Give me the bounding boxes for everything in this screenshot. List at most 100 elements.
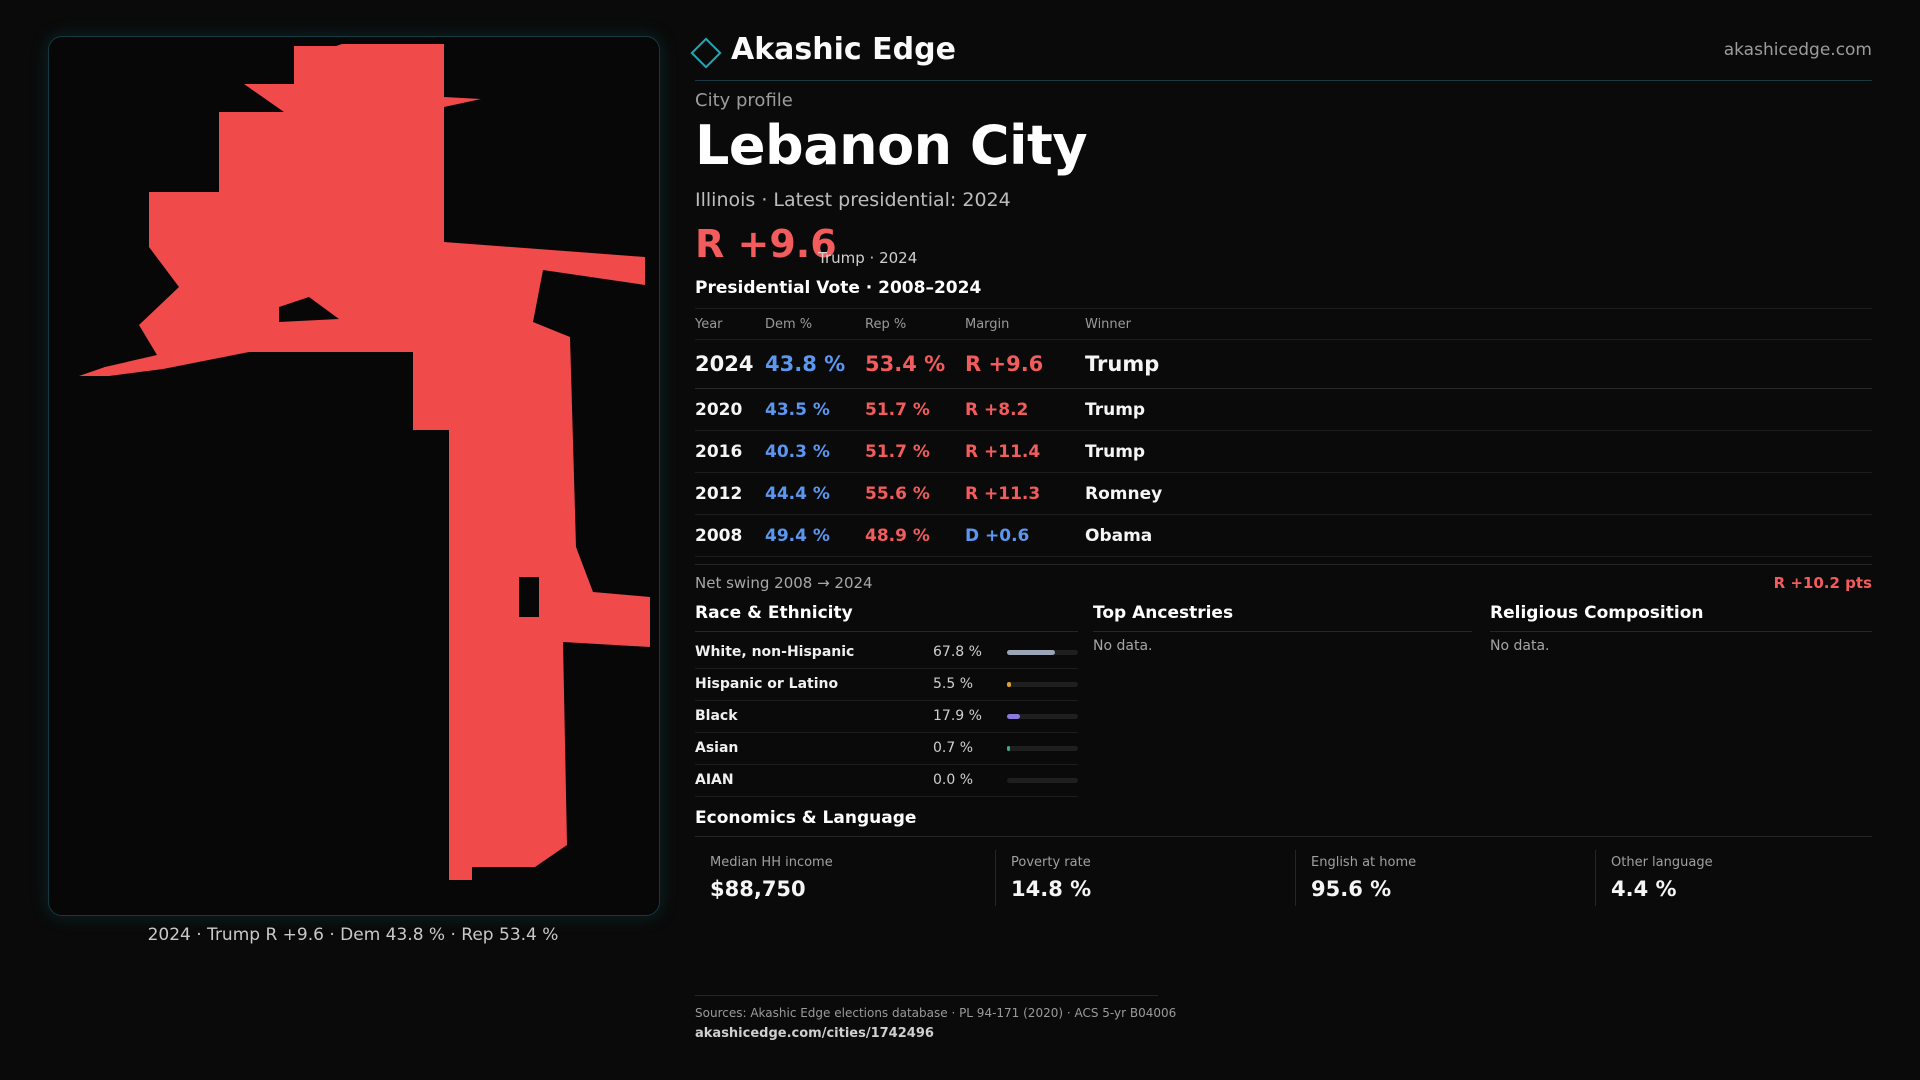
econ-label: Median HH income — [710, 855, 833, 870]
race-ethnicity-title: Race & Ethnicity — [695, 603, 1078, 632]
table-header-row: Year Dem % Rep % Margin Winner — [695, 308, 1872, 340]
race-bar — [1007, 714, 1078, 719]
dem-cell: 43.5 % — [765, 388, 865, 431]
net-swing-row: Net swing 2008 → 2024 R +10.2 pts — [695, 564, 1872, 597]
econ-label: English at home — [1311, 855, 1417, 870]
col-margin-header: Margin — [965, 308, 1085, 340]
other-language-card: Other language 4.4 % — [1595, 850, 1873, 906]
race-label: Black — [695, 708, 738, 724]
ancestries-empty: No data. — [1093, 638, 1153, 654]
religious-composition-title: Religious Composition — [1490, 603, 1872, 632]
year-cell: 2008 — [695, 514, 765, 557]
rep-cell: 51.7 % — [865, 388, 965, 431]
city-permalink[interactable]: akashicedge.com/cities/1742496 — [695, 1026, 934, 1041]
race-pct: 5.5 % — [933, 676, 974, 692]
median-income-card: Median HH income $88,750 — [695, 850, 995, 906]
col-rep-header: Rep % — [865, 308, 965, 340]
margin-cell: R +8.2 — [965, 388, 1085, 431]
economics-cards: Median HH income $88,750 Poverty rate 14… — [695, 850, 1872, 906]
presidential-vote-title: Presidential Vote · 2008–2024 — [695, 278, 982, 298]
winner-cell: Trump — [1085, 430, 1872, 473]
col-winner-header: Winner — [1085, 308, 1872, 340]
religion-empty: No data. — [1490, 638, 1550, 654]
margin-cell: D +0.6 — [965, 514, 1085, 557]
table-row: 2008 49.4 % 48.9 % D +0.6 Obama — [695, 514, 1872, 557]
winner-cell: Trump — [1085, 388, 1872, 431]
dem-cell: 43.8 % — [765, 339, 865, 389]
econ-label: Other language — [1611, 855, 1713, 870]
dem-cell: 44.4 % — [765, 472, 865, 515]
race-bar-fill — [1007, 746, 1010, 751]
dem-cell: 49.4 % — [765, 514, 865, 557]
top-ancestries-title: Top Ancestries — [1093, 603, 1472, 632]
list-item: White, non-Hispanic 67.8 % — [695, 637, 1078, 669]
race-bar — [1007, 650, 1078, 655]
brand-name[interactable]: Akashic Edge — [731, 32, 956, 67]
diamond-logo-icon — [690, 37, 722, 69]
city-boundary-shape — [79, 44, 650, 880]
year-cell: 2024 — [695, 339, 765, 389]
list-item: AIAN 0.0 % — [695, 765, 1078, 797]
race-pct: 17.9 % — [933, 708, 982, 724]
econ-value: 14.8 % — [1011, 877, 1092, 901]
rep-cell: 48.9 % — [865, 514, 965, 557]
presidential-vote-table: Year Dem % Rep % Margin Winner 2024 43.8… — [695, 308, 1872, 557]
race-bar-fill — [1007, 714, 1020, 719]
econ-value: 4.4 % — [1611, 877, 1677, 901]
table-row: 2012 44.4 % 55.6 % R +11.3 Romney — [695, 472, 1872, 515]
table-row: 2016 40.3 % 51.7 % R +11.4 Trump — [695, 430, 1872, 473]
list-item: Asian 0.7 % — [695, 733, 1078, 765]
race-bar-fill — [1007, 682, 1011, 687]
site-url[interactable]: akashicedge.com — [1723, 40, 1872, 60]
econ-value: 95.6 % — [1311, 877, 1392, 901]
margin-cell: R +11.3 — [965, 472, 1085, 515]
race-bar-fill — [1007, 650, 1056, 655]
list-item: Black 17.9 % — [695, 701, 1078, 733]
race-label: AIAN — [695, 772, 734, 788]
city-boundary-map — [48, 36, 660, 916]
poverty-rate-card: Poverty rate 14.8 % — [995, 850, 1296, 906]
race-pct: 0.7 % — [933, 740, 974, 756]
col-dem-header: Dem % — [765, 308, 865, 340]
list-item: Hispanic or Latino 5.5 % — [695, 669, 1078, 701]
rep-cell: 55.6 % — [865, 472, 965, 515]
year-cell: 2012 — [695, 472, 765, 515]
econ-label: Poverty rate — [1011, 855, 1091, 870]
race-bar — [1007, 746, 1078, 751]
race-bar — [1007, 682, 1078, 687]
race-label: White, non-Hispanic — [695, 644, 855, 660]
margin-cell: R +11.4 — [965, 430, 1085, 473]
table-row: 2020 43.5 % 51.7 % R +8.2 Trump — [695, 388, 1872, 431]
sources-footer: Sources: Akashic Edge elections database… — [695, 995, 1177, 1041]
margin-cell: R +9.6 — [965, 339, 1085, 389]
page-title: Lebanon City — [695, 114, 1088, 177]
econ-value: $88,750 — [710, 877, 806, 901]
race-ethnicity-list: White, non-Hispanic 67.8 % Hispanic or L… — [695, 637, 1078, 797]
english-at-home-card: English at home 95.6 % — [1295, 850, 1596, 906]
race-bar — [1007, 778, 1078, 783]
race-pct: 67.8 % — [933, 644, 982, 660]
dem-cell: 40.3 % — [765, 430, 865, 473]
col-year-header: Year — [695, 308, 765, 340]
race-label: Hispanic or Latino — [695, 676, 839, 692]
economics-language-title: Economics & Language — [695, 808, 1872, 837]
map-caption: 2024 · Trump R +9.6 · Dem 43.8 % · Rep 5… — [147, 925, 559, 945]
site-header: Akashic Edge akashicedge.com — [690, 30, 1872, 81]
year-cell: 2016 — [695, 430, 765, 473]
winner-cell: Romney — [1085, 472, 1872, 515]
latest-margin-note: Trump · 2024 — [818, 249, 918, 267]
net-swing-value: R +10.2 pts — [1773, 574, 1872, 592]
page-kicker: City profile — [695, 90, 793, 111]
rep-cell: 51.7 % — [865, 430, 965, 473]
sources-line: Sources: Akashic Edge elections database… — [695, 1006, 1177, 1020]
race-pct: 0.0 % — [933, 772, 974, 788]
rep-cell: 53.4 % — [865, 339, 965, 389]
net-swing-label: Net swing 2008 → 2024 — [695, 574, 873, 592]
winner-cell: Trump — [1085, 339, 1872, 389]
winner-cell: Obama — [1085, 514, 1872, 557]
race-label: Asian — [695, 740, 739, 756]
latest-margin: R +9.6 — [695, 222, 837, 266]
year-cell: 2020 — [695, 388, 765, 431]
page-subtitle: Illinois · Latest presidential: 2024 — [695, 189, 1011, 211]
table-row: 2024 43.8 % 53.4 % R +9.6 Trump — [695, 339, 1872, 389]
